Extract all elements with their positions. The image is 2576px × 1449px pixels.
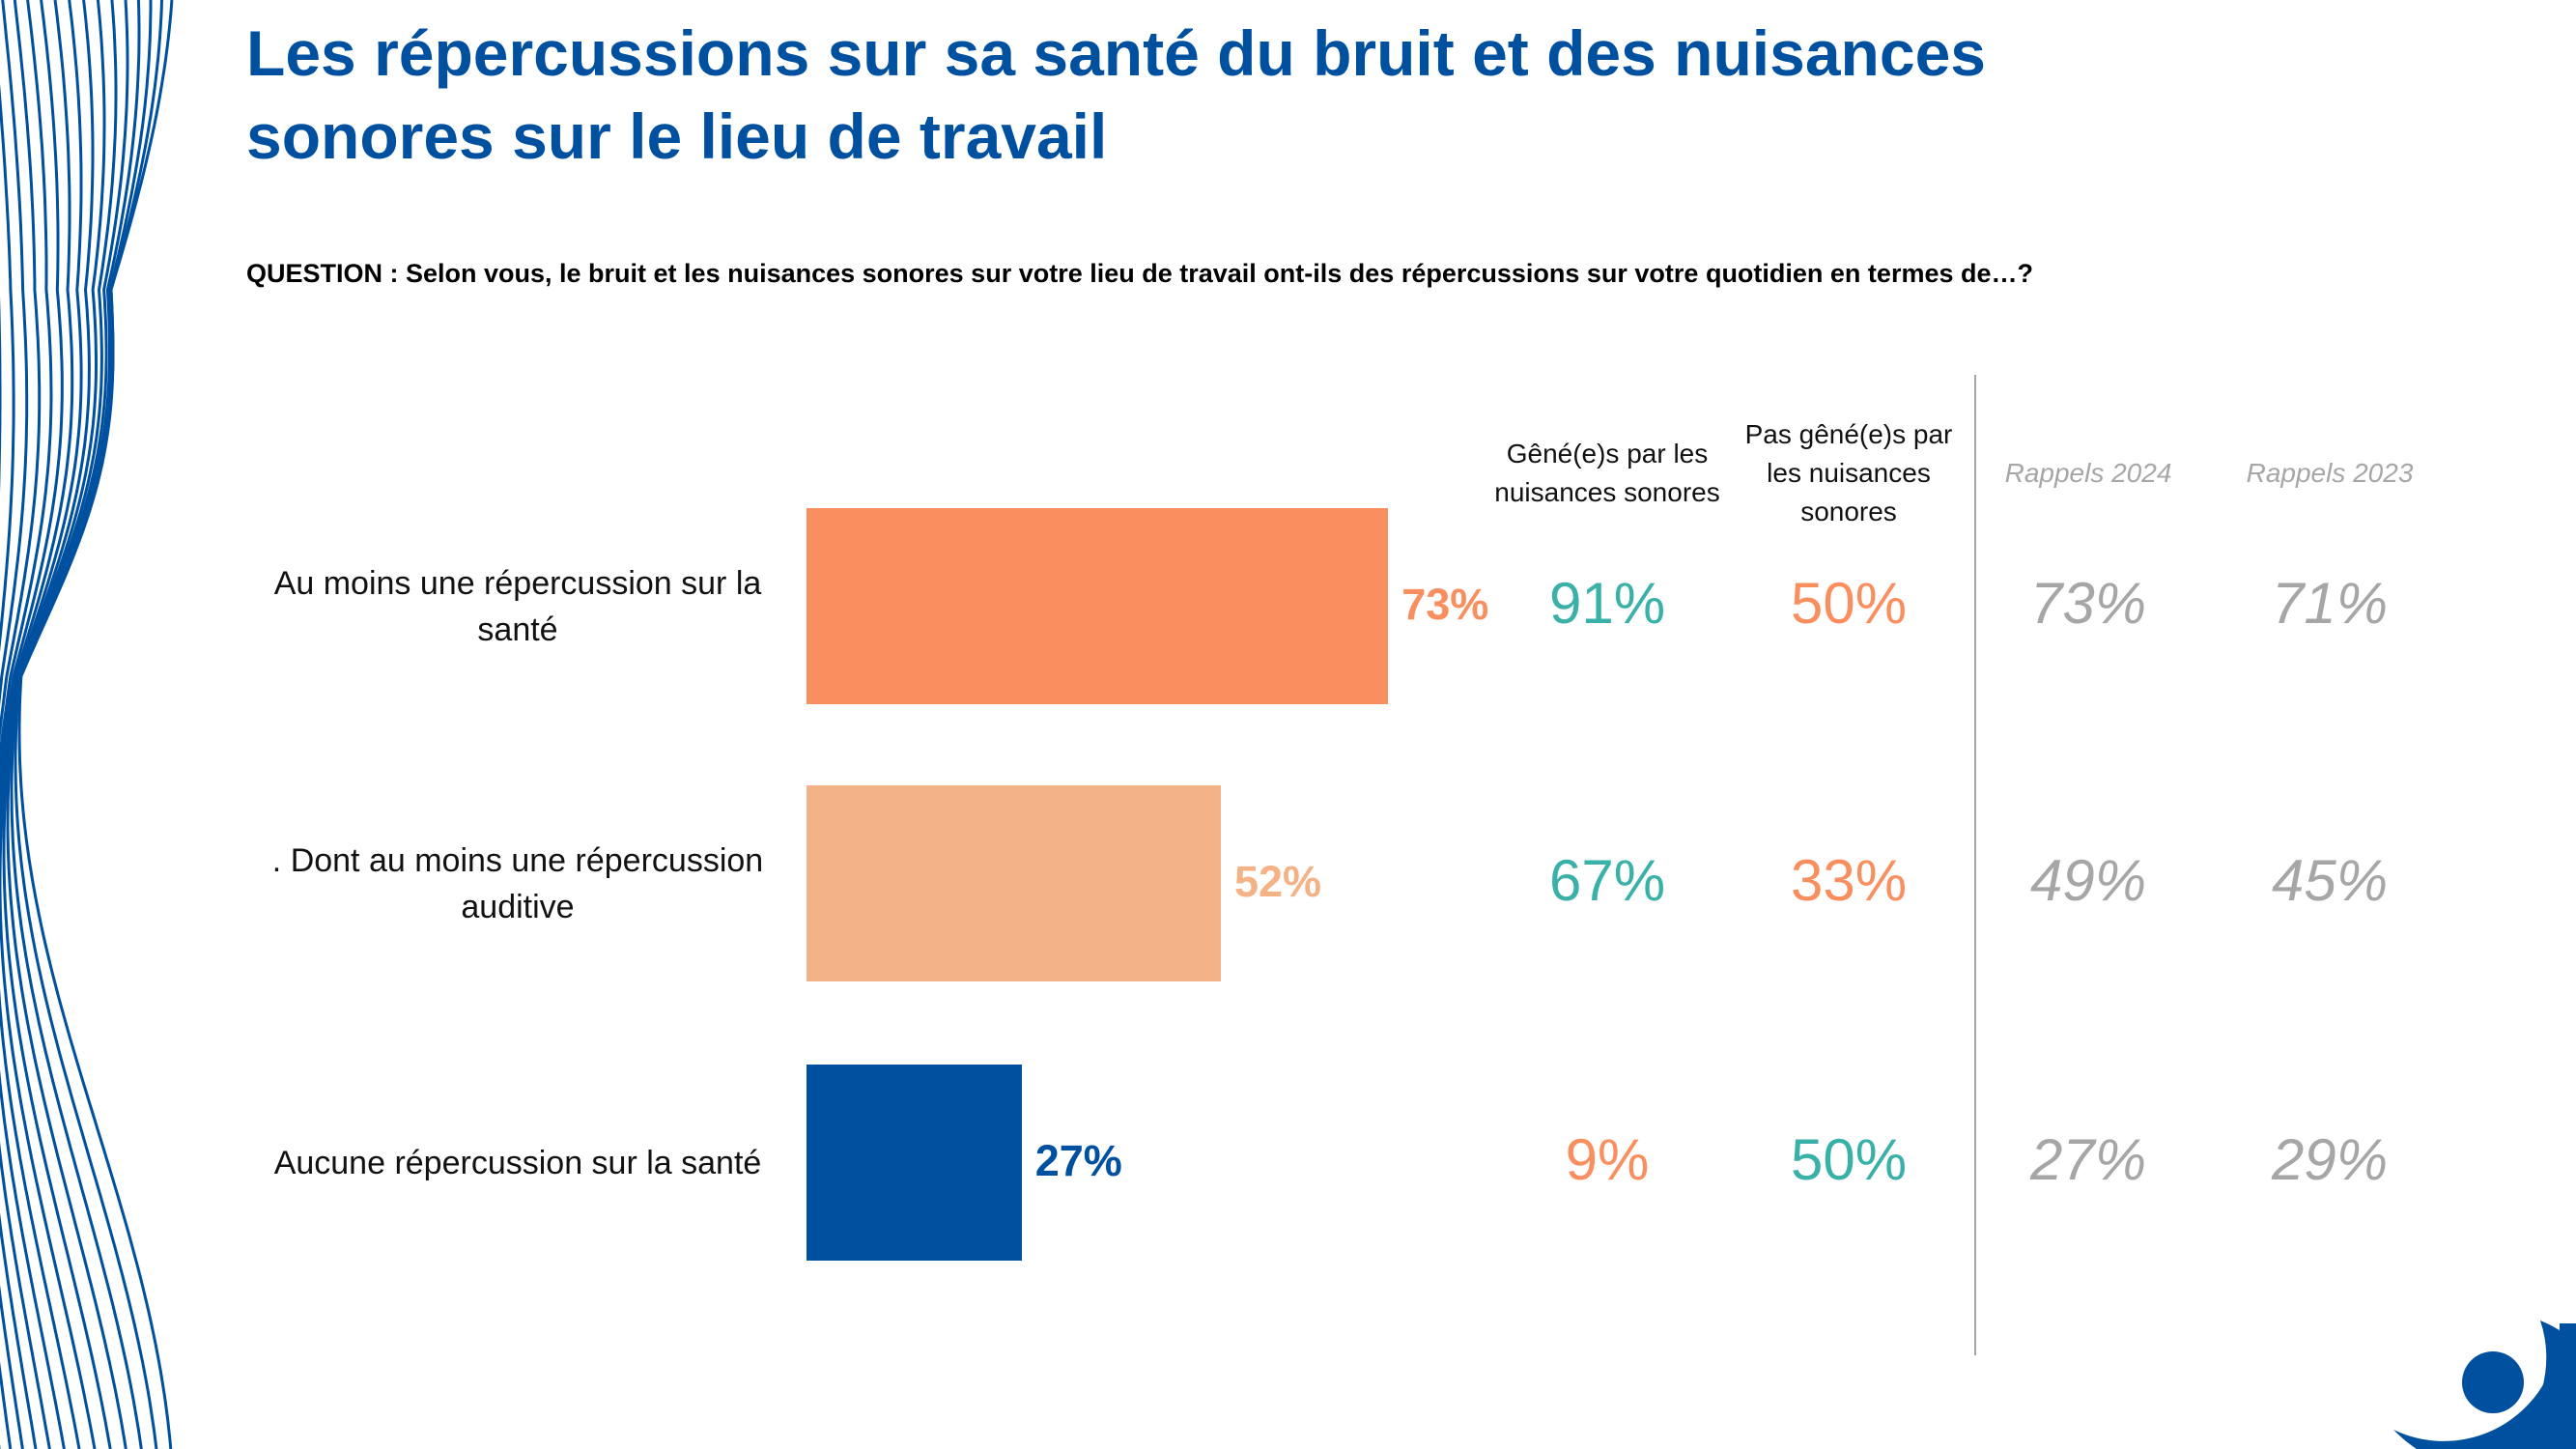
- wave-line: [0, 0, 64, 1449]
- column-header: Pas gêné(e)s par les nuisances sonores: [1744, 419, 1953, 526]
- table-value: 50%: [1790, 570, 1908, 636]
- category-label: Au moins une répercussion sur la santé: [273, 564, 762, 648]
- bar-value-label: 73%: [1401, 579, 1489, 629]
- table-value: 91%: [1548, 570, 1666, 636]
- column-header: Gêné(e)s par les nuisances sonores: [1494, 439, 1720, 507]
- wave-line: [0, 0, 53, 1449]
- table-value: 49%: [2029, 847, 2147, 913]
- question-text: QUESTION : Selon vous, le bruit et les n…: [246, 259, 2033, 288]
- wave-line: [0, 83, 15, 653]
- wave-line: [0, 0, 29, 707]
- logo-icon: [2393, 1321, 2576, 1449]
- column-header: Rappels 2024: [2004, 458, 2172, 488]
- column-divider: [1974, 375, 1976, 1355]
- bar: [807, 508, 1389, 704]
- table-value: 27%: [2029, 1126, 2147, 1192]
- bar-value-label: 52%: [1234, 856, 1322, 906]
- wave-line: [0, 0, 42, 1449]
- page-title: Les répercussions sur sa santé du bruit …: [246, 17, 1986, 172]
- table-value: 45%: [2271, 847, 2389, 913]
- bar-value-label: 27%: [1034, 1135, 1122, 1185]
- table-value: 67%: [1548, 847, 1666, 913]
- table-value: 73%: [2029, 570, 2147, 636]
- bar: [807, 1065, 1022, 1261]
- table-value: 50%: [1790, 1126, 1908, 1192]
- wave-line: [14, 0, 163, 1449]
- table-value: 29%: [2271, 1126, 2389, 1192]
- wave-line: [17, 0, 174, 1449]
- decorative-waves: [0, 0, 174, 1449]
- wave-line: [6, 0, 141, 1449]
- category-label: . Dont au moins une répercussion auditiv…: [271, 841, 764, 925]
- table-value: 9%: [1565, 1126, 1650, 1192]
- category-label: Aucune répercussion sur la santé: [273, 1144, 762, 1181]
- wave-line: [10, 0, 153, 1449]
- bar: [807, 785, 1221, 981]
- table-value: 33%: [1790, 847, 1908, 913]
- column-header: Rappels 2023: [2246, 458, 2414, 488]
- table-value: 71%: [2271, 570, 2389, 636]
